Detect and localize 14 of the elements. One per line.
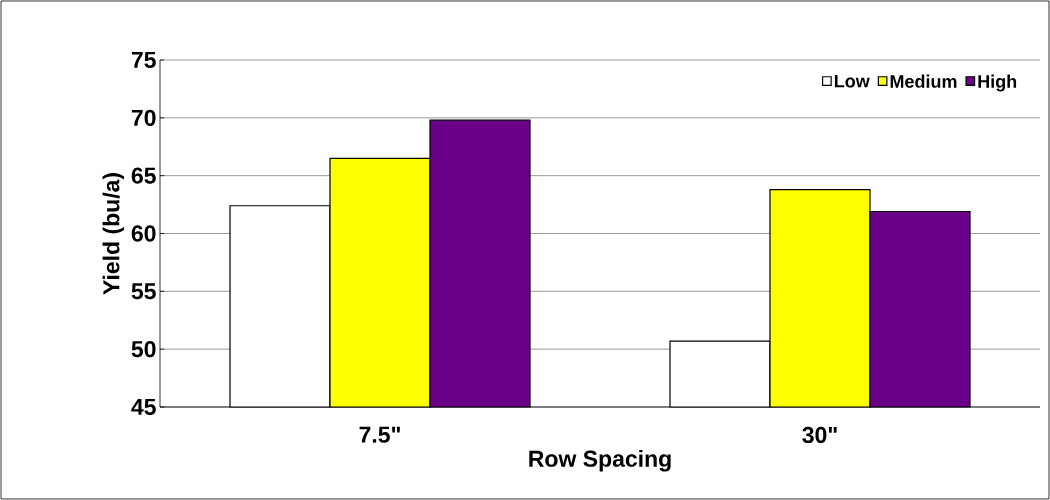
x-tick-label: 7.5" [359,426,400,443]
x-axis-title: Row Spacing [529,449,671,472]
y-axis-title: Yield (bu/a) [102,173,125,295]
legend-label: Low [834,74,870,88]
y-tick-label: 65 [131,167,156,184]
y-tick-label: 75 [131,51,156,69]
y-tick-label: 60 [131,225,156,242]
legend-label: High [978,74,1017,92]
y-tick-label: 70 [131,109,156,126]
y-tick-label: 55 [131,283,156,300]
x-tick-label: 30" [802,426,837,444]
y-tick-label: 50 [131,341,156,358]
y-tick-label: 45 [131,398,156,416]
legend-label: Medium [890,74,957,88]
